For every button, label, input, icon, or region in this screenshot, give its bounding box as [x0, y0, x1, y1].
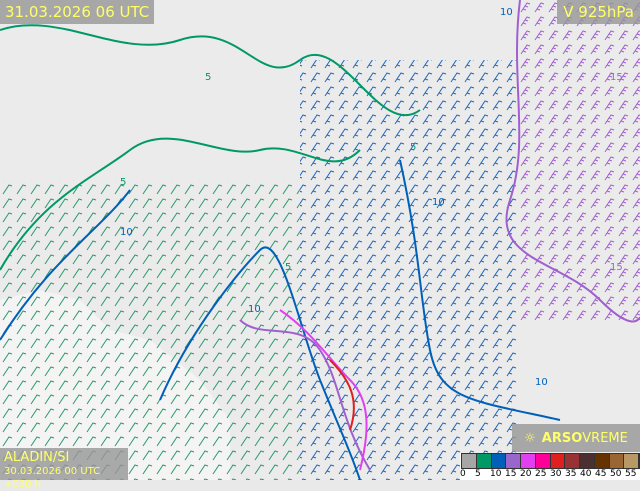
contour-10 — [399, 159, 561, 421]
legend-label: 30 — [550, 469, 562, 479]
brand-arso: ARSO — [541, 430, 583, 446]
legend-labels: 0 5 10 15 20 25 30 35 40 45 50 55 — [460, 469, 640, 479]
legend-label: 5 — [475, 469, 481, 479]
legend-label: 35 — [565, 469, 577, 479]
contour-20 — [279, 309, 368, 471]
legend-swatch — [550, 454, 566, 468]
contour-label: 15 — [610, 262, 623, 273]
legend-label: 55 — [625, 469, 637, 479]
contour-label: 15 — [610, 72, 623, 83]
legend-label: 25 — [535, 469, 547, 479]
pressure-level-label: V 925hPa — [557, 0, 640, 24]
legend-label: 20 — [520, 469, 532, 479]
legend-label: 50 — [610, 469, 622, 479]
contour-5 — [0, 137, 361, 271]
valid-time-label: 31.03.2026 06 UTC — [0, 0, 155, 24]
model-info: ALADIN/SI 30.03.2026 00 UTC +030 h — [0, 448, 128, 490]
legend-swatch — [624, 454, 639, 468]
contour-label: 5 — [410, 142, 416, 153]
legend-label: 0 — [460, 469, 466, 479]
contour-label: 10 — [500, 7, 513, 18]
legend-swatch — [580, 454, 595, 468]
legend-label: 40 — [580, 469, 592, 479]
wind-barbs-blue — [300, 60, 520, 480]
contour-label: 10 — [120, 227, 133, 238]
contour-label: 10 — [535, 377, 548, 388]
legend-label: 15 — [505, 469, 517, 479]
arso-vreme-logo: ☼ ARSOVREME — [512, 424, 640, 452]
contour-5 — [0, 24, 421, 117]
contour-labels: 5 5 5 10 10 10 15 15 10 5 10 — [120, 7, 623, 388]
wind-map: 5 5 5 10 10 10 15 15 10 5 10 — [0, 0, 640, 480]
legend-swatch — [594, 454, 610, 468]
color-legend: 0 5 10 15 20 25 30 35 40 45 50 55 — [460, 453, 640, 480]
model-run: 30.03.2026 00 UTC +030 h — [4, 466, 101, 490]
contour-label: 5 — [285, 262, 291, 273]
legend-swatch — [476, 454, 492, 468]
contour-label: 10 — [432, 197, 445, 208]
contour-label: 5 — [205, 72, 211, 83]
legend-swatch — [521, 454, 536, 468]
contour-10 — [159, 246, 361, 480]
legend-swatches — [461, 453, 640, 469]
contour-label: 10 — [248, 304, 261, 315]
legend-swatch — [609, 454, 625, 468]
wind-barbs-purple — [520, 0, 640, 320]
legend-swatch — [462, 454, 477, 468]
legend-swatch — [565, 454, 580, 468]
contour-10 — [0, 189, 131, 341]
model-name: ALADIN/SI — [4, 450, 70, 465]
sun-cloud-icon: ☼ — [524, 430, 536, 446]
legend-swatch — [535, 454, 551, 468]
legend-label: 45 — [595, 469, 607, 479]
legend-label: 10 — [490, 469, 502, 479]
wind-barbs-green — [0, 180, 300, 480]
contour-30 — [329, 359, 355, 431]
brand-vreme: VREME — [582, 430, 628, 446]
legend-swatch — [506, 454, 521, 468]
legend-swatch — [491, 454, 507, 468]
contours — [0, 0, 640, 480]
contour-15 — [505, 0, 640, 323]
contour-label: 5 — [120, 177, 126, 188]
